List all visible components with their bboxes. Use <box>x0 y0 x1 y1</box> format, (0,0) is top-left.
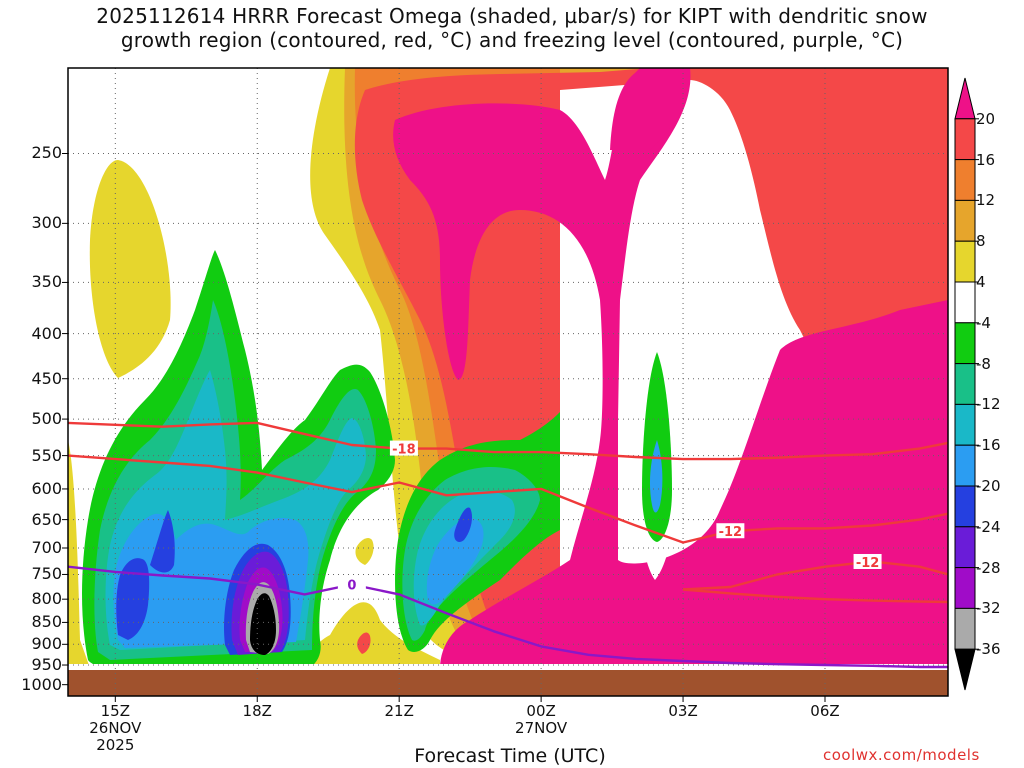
colorbar-label: -28 <box>976 558 1001 577</box>
plot-frame <box>67 67 949 697</box>
y-tick-label: 400 <box>31 323 62 343</box>
colorbar-segment <box>954 526 976 569</box>
colorbar <box>954 77 979 691</box>
y-tick-label: 800 <box>31 589 62 609</box>
omega-shaded-field <box>68 68 948 696</box>
colorbar-label: -16 <box>976 436 1001 455</box>
colorbar-segment <box>954 567 976 609</box>
contour-lines <box>68 421 948 669</box>
contour-label-bg <box>337 576 366 592</box>
omega-shade-small-b <box>357 632 371 654</box>
x-tick-label: 06Z <box>810 702 840 720</box>
colorbar-segment <box>954 199 976 242</box>
y-tick-label: 900 <box>31 634 62 654</box>
colorbar-segment <box>954 159 976 201</box>
y-tick-label: 600 <box>31 478 62 498</box>
y-tick-label: 850 <box>31 612 62 632</box>
y-tick-label: 350 <box>31 272 62 292</box>
contour-label-bg <box>853 553 882 569</box>
colorbar-segment <box>954 322 976 365</box>
y-tick-marks <box>62 152 68 686</box>
y-tick-label: 950 <box>31 655 62 675</box>
omega-shade-small-a <box>355 537 374 565</box>
x-tick-label: 18Z <box>242 702 272 720</box>
omega-shade-minus24-mid <box>454 507 472 542</box>
colorbar-label: 8 <box>976 232 986 251</box>
colorbar-segment <box>954 363 976 405</box>
contour-label-bg <box>389 440 418 456</box>
colorbar-segment-top <box>954 77 976 120</box>
x-axis-label: Forecast Time (UTC) <box>414 745 606 767</box>
colorbar-label: -4 <box>976 313 991 332</box>
x-tick-label: 21Z <box>384 702 414 720</box>
colorbar-label: -8 <box>976 354 991 373</box>
x-tick-label: 00Z <box>526 702 556 720</box>
y-tick-label: 550 <box>31 445 62 465</box>
x-tick-marks <box>114 696 826 702</box>
omega-shade-4-left <box>89 160 171 378</box>
omega-shade-minus20-mid <box>426 518 484 605</box>
contour-label-bg <box>716 523 745 539</box>
omega-shade-below-minus36 <box>250 593 276 655</box>
omega-shade-minus24-b <box>150 510 175 573</box>
dgz-contour <box>683 588 948 604</box>
colorbar-label: 12 <box>976 191 996 210</box>
y-tick-label: 500 <box>31 409 62 429</box>
colorbar-segment <box>954 118 976 161</box>
chart-title-line-2: growth region (contoured, red, °C) and f… <box>120 28 904 52</box>
dgz-contour <box>68 421 948 461</box>
colorbar-segment <box>954 281 976 324</box>
contour-label: -18 <box>392 443 416 458</box>
y-tick-label: 300 <box>31 213 62 233</box>
colorbar-segment <box>954 444 976 487</box>
omega-shade-20-top <box>610 70 690 150</box>
contour-label: 0 <box>347 579 356 594</box>
colorbar-segment <box>954 607 976 650</box>
x-tick-label: 27NOV <box>515 719 568 737</box>
source-credit: coolwx.com/models <box>823 746 980 764</box>
y-tick-label: 450 <box>31 368 62 388</box>
colorbar-segment <box>954 485 976 528</box>
x-tick-label: 03Z <box>668 702 698 720</box>
colorbar-label: -24 <box>976 517 1001 536</box>
contour-label: -12 <box>856 556 880 571</box>
colorbar-label: -12 <box>976 395 1001 414</box>
gridlines <box>68 68 948 696</box>
surface-strip <box>68 664 948 670</box>
dgz-contour <box>683 560 948 591</box>
y-tick-label: 750 <box>31 564 62 584</box>
freezing-level-contour <box>68 565 948 669</box>
y-tick-label: 1000 <box>21 674 62 694</box>
ground-shading <box>68 670 948 696</box>
contour-labels: -18 -12 -12 0 <box>337 440 882 594</box>
colorbar-segment-bottom <box>954 648 976 691</box>
colorbar-label: -36 <box>976 640 1001 659</box>
omega-shade-minus24 <box>116 558 150 640</box>
omega-shade-4-lowleft <box>68 440 90 668</box>
colorbar-label: -20 <box>976 477 1001 495</box>
colorbar-segment <box>954 240 976 283</box>
colorbar-label: 4 <box>976 273 986 291</box>
contour-label: -12 <box>719 525 743 540</box>
colorbar-label: 16 <box>976 150 996 169</box>
y-tick-label: 250 <box>31 143 62 163</box>
x-tick-label: 15Z <box>100 702 130 720</box>
dgz-contour <box>68 454 948 544</box>
chart-title-line-1: 2025112614 HRRR Forecast Omega (shaded, … <box>96 4 928 28</box>
y-tick-label: 650 <box>31 509 62 529</box>
omega-shade-4-bottom <box>300 602 440 668</box>
colorbar-label: 20 <box>976 109 996 128</box>
colorbar-label: -32 <box>976 599 1001 618</box>
y-tick-label: 700 <box>31 538 62 557</box>
colorbar-segment <box>954 403 976 446</box>
omega-shade-20 <box>393 68 948 668</box>
x-tick-label: 2025 <box>96 736 135 754</box>
x-tick-label: 26NOV <box>89 719 142 737</box>
